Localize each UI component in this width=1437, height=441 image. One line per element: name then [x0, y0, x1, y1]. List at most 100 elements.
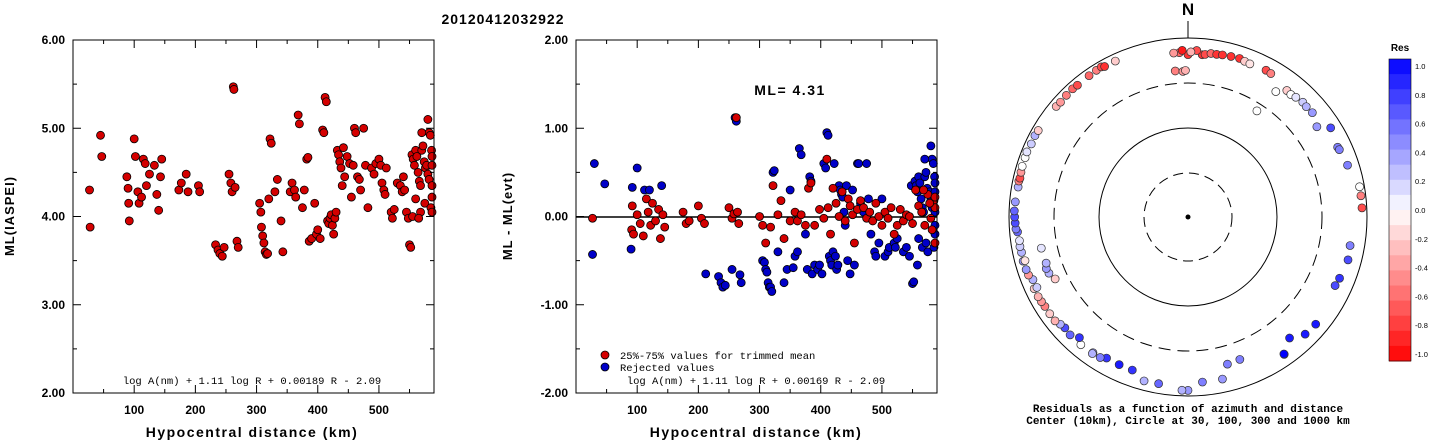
p2-rejected-point	[815, 260, 824, 270]
polar-station-point	[1285, 333, 1294, 343]
colorbar-cell	[1389, 330, 1411, 347]
p2-trimmed-mean-point	[627, 201, 637, 211]
p1-data-point	[412, 152, 422, 161]
p2-rejected-point	[926, 141, 936, 151]
p2-rejected-point	[773, 247, 783, 257]
p2-rejected-point	[866, 229, 876, 239]
p2-trimmed-mean-point	[648, 198, 657, 208]
p1-data-point	[124, 198, 134, 208]
p2-trimmed-mean-point	[758, 220, 768, 230]
p1-data-point	[270, 187, 280, 197]
p2-trimmed-mean-point	[925, 198, 935, 208]
p1-data-point	[410, 160, 419, 170]
p1-data-point	[427, 160, 437, 170]
p1-data-point	[276, 216, 286, 226]
p1-data-point	[149, 160, 159, 170]
colorbar-tick-label: -0.2	[1415, 235, 1428, 244]
p1-data-point	[124, 216, 134, 226]
p2-rejected-point	[845, 269, 855, 279]
p2-rejected-point	[833, 260, 843, 270]
p2-trimmed-mean-point	[755, 212, 764, 221]
p1-data-point	[154, 205, 164, 215]
p2-rejected-point	[849, 260, 859, 270]
polar-station-point	[1252, 106, 1262, 116]
polar-station-point	[1356, 191, 1366, 201]
p2-x-axis-label: Hypocentral distance (km)	[650, 424, 863, 440]
p1-data-point	[369, 169, 379, 179]
p2-rejected-point	[788, 263, 798, 273]
p1-data-point	[291, 192, 301, 202]
colorbar-cell	[1389, 270, 1411, 286]
p2-trimmed-mean-point	[911, 185, 920, 195]
p1-data-point	[129, 134, 139, 144]
p1-data-point	[96, 130, 105, 140]
p1-data-point	[356, 185, 365, 195]
p2-trimmed-mean-point	[684, 216, 694, 226]
p2-y-tick-label: 2.00	[545, 33, 569, 47]
polar-station-point	[1056, 97, 1065, 107]
colorbar-cell	[1389, 255, 1411, 271]
p1-data-point	[123, 183, 133, 193]
p2-trimmed-mean-point	[651, 216, 660, 226]
event-id-title: 20120412032922	[441, 11, 564, 27]
p1-data-point	[256, 207, 266, 217]
p1-y-tick-label: 5.00	[42, 121, 66, 135]
p2-rejected-point	[921, 238, 931, 248]
p1-x-tick-label: 300	[247, 403, 267, 417]
p2-trimmed-mean-point	[908, 219, 917, 228]
p1-data-point	[266, 138, 276, 148]
p2-rejected-point	[920, 154, 930, 164]
p2-trimmed-mean-point	[819, 213, 829, 223]
p2-rejected-point	[627, 182, 637, 192]
p2-trimmed-mean-point	[658, 210, 668, 220]
polar-station-point	[1154, 379, 1163, 389]
p2-trimmed-mean-point	[883, 213, 893, 223]
colorbar-cells-layer	[1388, 58, 1412, 362]
polar-north-label: N	[1182, 0, 1194, 19]
p2-rejected-point	[915, 178, 925, 188]
p2-trimmed-mean-point	[638, 231, 648, 241]
p2-trimmed-mean-point	[822, 154, 832, 164]
p2-rejected-point	[589, 159, 599, 168]
p2-rejected-point	[843, 256, 853, 266]
p2-trimmed-mean-point	[693, 201, 703, 211]
p2-rejected-point	[785, 185, 795, 195]
p2-trimmed-mean-point	[588, 213, 597, 223]
p2-trimmed-mean-point	[874, 212, 884, 221]
polar-station-point	[1334, 145, 1344, 154]
p2-legend-red-marker	[600, 350, 610, 360]
p1-data-point	[399, 172, 408, 182]
colorbar-cell	[1389, 194, 1411, 211]
polar-ring-30km	[1143, 172, 1233, 262]
p1-data-point	[229, 85, 239, 94]
polar-station-point	[1235, 355, 1245, 364]
p2-y-axis-label: ML - ML(evt)	[500, 172, 515, 260]
p1-data-point	[381, 163, 391, 173]
p2-rejected-point	[864, 194, 873, 204]
p1-data-point	[299, 185, 309, 195]
polar-station-point	[1291, 92, 1301, 102]
polar-station-point	[1088, 349, 1097, 358]
colorbar-tick-label: 0.8	[1415, 91, 1425, 100]
p2-trimmed-mean-point	[837, 187, 847, 197]
p1-data-point	[310, 198, 320, 208]
polar-station-point	[1169, 48, 1179, 58]
polar-station-point	[1343, 255, 1353, 265]
p2-rejected-point	[632, 163, 642, 173]
polar-station-point	[1301, 102, 1311, 112]
p2-trimmed-mean-point	[859, 203, 868, 213]
p2-x-tick-label: 100	[627, 403, 647, 417]
p1-data-point	[313, 225, 323, 235]
colorbar-cell	[1389, 240, 1411, 256]
p1-data-point	[183, 187, 193, 197]
polar-station-point	[1355, 182, 1364, 192]
colorbar-cell	[1389, 225, 1411, 241]
p1-data-point	[157, 154, 167, 164]
polar-station-point	[1032, 283, 1042, 292]
polar-station-point	[1335, 273, 1344, 283]
p2-trimmed-mean-point	[927, 225, 937, 235]
p2-trimmed-mean-point	[845, 201, 855, 211]
p1-y-axis-label: ML(IASPEI)	[2, 176, 17, 256]
p1-data-point	[406, 242, 416, 252]
p1-data-point	[414, 213, 424, 223]
